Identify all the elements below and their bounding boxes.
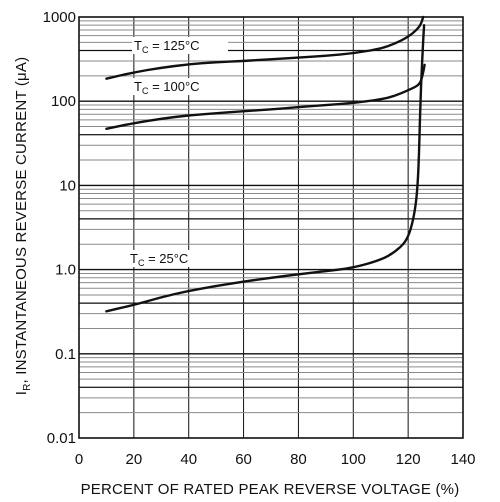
y-tick-label: 1.0 [55, 262, 76, 279]
series-labels: TC = 125°C TC = 100°C TC = 25°C [128, 37, 228, 268]
y-tick-label: 0.1 [55, 346, 76, 363]
series-label-bg [128, 250, 224, 267]
series-label-bg [132, 78, 228, 95]
x-tick-labels: 0 20 40 60 80 100 120 140 [75, 451, 476, 468]
series-line-0 [105, 15, 425, 80]
series-label-bg [132, 37, 228, 54]
series-label-1: TC = 100°C [134, 79, 200, 96]
x-tick-label: 0 [75, 451, 83, 468]
x-tick-label: 100 [341, 451, 366, 468]
y-tick-label: 1000 [43, 9, 76, 26]
x-axis-title: PERCENT OF RATED PEAK REVERSE VOLTAGE (%… [81, 481, 460, 498]
x-tick-label: 60 [235, 451, 252, 468]
y-tick-label: 10 [59, 177, 76, 194]
series-curves [105, 15, 426, 313]
y-axis-title: IR, INSTANTANEOUS REVERSE CURRENT (μA) [13, 57, 33, 396]
y-tick-label: 100 [51, 93, 76, 110]
series-line-2 [105, 24, 426, 313]
series-label-2: TC = 25°C [130, 251, 188, 268]
y-tick-labels: 0.01 0.1 1.0 10 100 1000 [43, 9, 76, 447]
y-tick-label: 0.01 [47, 430, 76, 447]
plot-frame [78, 16, 464, 439]
x-tick-label: 40 [180, 451, 197, 468]
x-tick-label: 80 [290, 451, 307, 468]
y-axis-title-rest: , INSTANTANEOUS REVERSE CURRENT (μA) [13, 57, 30, 384]
grid-lines [79, 17, 463, 438]
series-label-0: TC = 125°C [134, 38, 200, 55]
x-tick-label: 20 [126, 451, 143, 468]
x-tick-label: 140 [450, 451, 475, 468]
x-tick-label: 120 [396, 451, 421, 468]
series-line-1 [105, 63, 426, 130]
y-axis-symbol: I [13, 391, 30, 395]
y-axis-subscript: R [22, 383, 33, 390]
